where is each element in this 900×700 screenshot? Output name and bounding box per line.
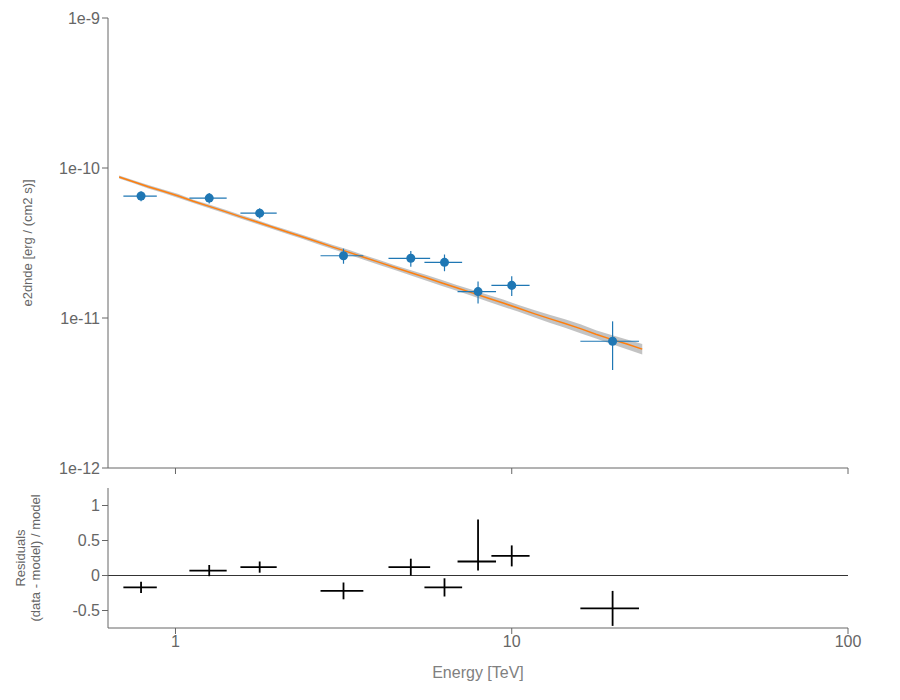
svg-text:1e-10: 1e-10 (59, 160, 100, 177)
svg-text:10: 10 (503, 633, 521, 650)
svg-text:0.5: 0.5 (78, 532, 100, 549)
svg-text:1e-12: 1e-12 (59, 460, 100, 477)
svg-text:Residuals(data - model) / mode: Residuals(data - model) / model (13, 494, 43, 621)
svg-text:100: 100 (835, 633, 862, 650)
svg-text:0: 0 (91, 567, 100, 584)
svg-text:-0.5: -0.5 (72, 602, 100, 619)
svg-text:1: 1 (91, 497, 100, 514)
svg-text:Energy [TeV]: Energy [TeV] (432, 664, 524, 681)
svg-text:1e-9: 1e-9 (68, 10, 100, 27)
svg-text:1e-11: 1e-11 (60, 310, 100, 327)
svg-text:1: 1 (171, 633, 180, 650)
svg-text:e2dnde [erg / (cm2 s)]: e2dnde [erg / (cm2 s)] (20, 179, 35, 306)
